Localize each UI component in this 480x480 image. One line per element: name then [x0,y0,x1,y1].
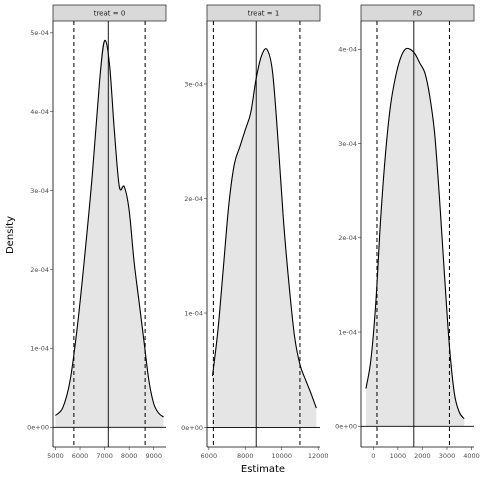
x-tick-label: 4000 [463,452,480,460]
y-tick-label: 1e-04 [30,345,49,353]
y-tick-label: 4e-04 [338,46,357,54]
y-tick-label: 2e-04 [338,234,357,242]
y-tick-label: 5e-04 [30,29,49,37]
density-area [212,49,317,428]
y-tick-label: 3e-04 [184,80,203,88]
y-tick-label: 2e-04 [30,266,49,274]
density-area [55,40,164,428]
x-tick-label: 3000 [439,452,456,460]
x-tick-label: 1000 [390,452,407,460]
facet-strip-label: FD [413,10,422,18]
y-tick-label: 0e+00 [335,423,357,431]
x-tick-label: 7000 [96,452,113,460]
density-line [55,39,164,418]
x-tick-label: 8000 [237,452,254,460]
y-tick-label: 1e-04 [184,309,203,317]
facet-strip-label: treat = 1 [248,10,280,18]
y-axis-title: Density [5,216,16,254]
x-tick-label: 2000 [414,452,431,460]
x-tick-label: 5000 [47,452,64,460]
y-tick-label: 0e+00 [27,424,49,432]
facet-strip [360,4,475,22]
facet-strip [52,4,167,22]
x-tick-label: 6000 [201,452,218,460]
y-tick-label: 2e-04 [184,195,203,203]
y-tick-label: 0e+00 [181,424,203,432]
x-tick-label: 9000 [145,452,162,460]
facet-panels: treat = 0 0e+00 1e-04 2e-04 3e-04 4e-04 5e-04 5… [27,4,480,460]
x-tick-label: 10000 [271,452,292,460]
x-tick-label: 8000 [121,452,138,460]
x-axis-title: Estimate [241,464,285,475]
x-tick-label: 6000 [72,452,89,460]
x-tick-label: 0 [371,452,375,460]
y-tick-label: 3e-04 [338,140,357,148]
y-tick-label: 3e-04 [30,187,49,195]
density-line [211,48,317,409]
facet-panel: treat = 1 0e+00 1e-04 2e-04 3e-04 6000 8000 100… [181,4,329,460]
y-tick-label: 4e-04 [30,108,49,116]
facet-panel: FD 0e+00 1e-04 2e-04 3e-04 4e-04 0 1000 2000 3000… [335,4,480,460]
density-area [365,49,465,427]
density-line [365,47,465,420]
facet-strip-label: treat = 0 [94,10,126,18]
y-tick-label: 1e-04 [338,328,357,336]
facet-panel: treat = 0 0e+00 1e-04 2e-04 3e-04 4e-04 5e-04 5… [27,4,167,460]
facet-strip [206,4,321,22]
x-tick-label: 12000 [308,452,329,460]
